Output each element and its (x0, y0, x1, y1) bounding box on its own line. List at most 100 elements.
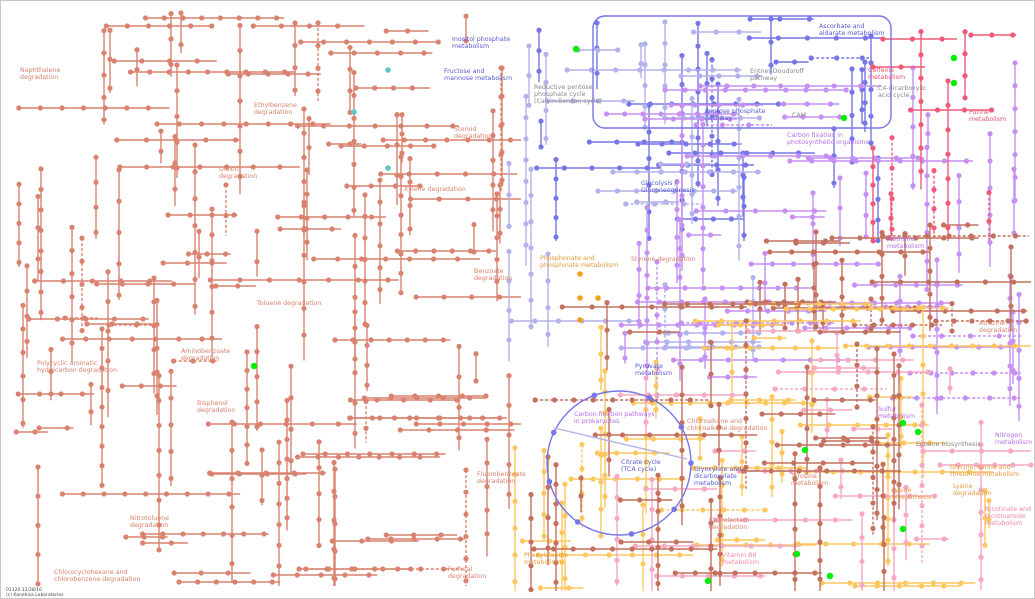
pathway-label-tyrosine[interactable]: Tyrosine metabolism (791, 473, 829, 487)
pathway-label-lysine-bio[interactable]: Lysine biosynthesis (892, 487, 932, 501)
compound-node (174, 62, 180, 68)
compound-node (532, 397, 538, 403)
pathway-label-phosphonate[interactable]: Phosphonate and phosphinate metabolism (540, 255, 619, 269)
pathway-label-phenylalanine[interactable]: Phenylalanine metabolism (524, 552, 569, 566)
compound-node (93, 204, 99, 210)
compound-node (1008, 244, 1014, 250)
pathway-label-atrazine[interactable]: Atrazine degradation (979, 320, 1018, 334)
pathway-label-styrene[interactable]: Styrene degradation (631, 256, 696, 263)
compound-node (1012, 151, 1018, 158)
pathway-label-fluorobenzoate[interactable]: Fluorobenzoate degradation (477, 471, 526, 485)
compound-node (545, 515, 551, 521)
pathway-label-fructose[interactable]: Fructose and mannose metabolism (444, 68, 513, 82)
compound-node (835, 369, 841, 375)
compound-node (54, 316, 60, 322)
pathway-label-inositol[interactable]: Inositol phosphate metabolism (452, 36, 511, 50)
pathway-label-cam[interactable]: CAM (792, 112, 807, 119)
compound-node (962, 95, 968, 101)
compound-node (812, 570, 818, 576)
compound-node (898, 64, 904, 70)
pathway-label-purine[interactable]: Purine metabolism (969, 109, 1007, 123)
pathway-label-furfural[interactable]: Furfural degradation (448, 566, 487, 580)
pathway-label-calvin[interactable]: Reductive pentose phosphate cycle (Calvi… (534, 84, 603, 105)
compound-node (738, 322, 744, 328)
pathway-label-ectoine[interactable]: Ectoine biosynthesis (916, 441, 981, 448)
compound-node (490, 132, 496, 139)
pathway-label-c4[interactable]: C4-dicarboxylic acid cycle (878, 85, 927, 99)
compound-node (700, 225, 706, 231)
compound-node (646, 102, 652, 108)
compound-node (906, 343, 912, 349)
compound-node (38, 186, 44, 192)
pathway-label-nitrotoluene[interactable]: Nitrotoluene degradation (130, 515, 170, 529)
compound-node (945, 102, 951, 108)
compound-node (811, 397, 817, 403)
pathway-label-methane[interactable]: Methane metabolism (887, 236, 925, 250)
compound-node (160, 260, 166, 266)
pathway-label-vitaminb6[interactable]: Vitamin B6 metabolism (722, 552, 760, 566)
compound-node (166, 69, 172, 75)
compound-node (762, 507, 768, 513)
compound-node (508, 318, 514, 324)
pathway-label-glycolysis[interactable]: Glycolysis / Gluconeogenesis (641, 180, 695, 194)
compound-node (754, 101, 760, 107)
compound-node (35, 193, 41, 200)
pathway-label-pah[interactable]: Polycyclic aromatic hydrocarbon degradat… (37, 360, 118, 374)
compound-node (283, 421, 289, 427)
pathway-label-chloroalkane[interactable]: Chloroalkane and chloroalkene degradatio… (687, 418, 768, 432)
pathway-label-pyruvate[interactable]: Pyruvate metabolism (635, 363, 673, 377)
pathway-label-ethylbenzene[interactable]: Ethylbenzene degradation (254, 102, 297, 116)
compound-node (386, 337, 392, 343)
pathway-label-caffeine[interactable]: Caffeine metabolism (868, 67, 906, 81)
pathway-label-entner[interactable]: Entner-Doudoroff pathway (750, 68, 804, 82)
pathway-label-aminobenzoate[interactable]: Aminobenzoate degradation (181, 348, 231, 362)
compound-node (528, 192, 534, 199)
compound-node (151, 299, 157, 305)
pathway-label-toluene[interactable]: Toluene degradation (257, 300, 322, 307)
pathway-label-chlorocyclohexane[interactable]: Chlorocyclohexane and chlorobenzene degr… (54, 569, 141, 583)
compound-node (837, 205, 843, 211)
compound-node (817, 411, 823, 417)
pathway-label-dioxin[interactable]: Dioxin degradation (219, 166, 258, 180)
compound-node (883, 422, 889, 428)
compound-node (817, 502, 823, 508)
pathway-label-pentose[interactable]: Pentose phosphate pathway (705, 108, 766, 122)
compound-node (643, 375, 649, 381)
compound-node (969, 318, 975, 324)
pathway-label-glyoxylate[interactable]: Glyoxylate and dicarboxylate metabolism (694, 466, 742, 487)
compound-node (655, 490, 661, 496)
pathway-label-benzoate[interactable]: Benzoate degradation (474, 268, 513, 282)
pathway-label-nitrogen[interactable]: Nitrogen metabolism (995, 432, 1033, 446)
compound-node (622, 111, 628, 117)
compound-node (198, 570, 204, 576)
pathway-label-sulfur[interactable]: Sulfur metabolism (878, 406, 916, 420)
pathway-label-xylene[interactable]: Xylene degradation (404, 186, 466, 193)
pathway-label-steroid[interactable]: Steroid degradation (454, 126, 493, 140)
compound-node (397, 427, 403, 433)
pathway-label-lysine-deg[interactable]: Lysine degradation (953, 483, 992, 497)
pathway-label-carbonfix-prok[interactable]: Carbon fixation pathways in prokaryotes (574, 411, 655, 425)
compound-node (992, 462, 998, 468)
compound-node (931, 225, 937, 231)
pathway-label-caprolactam[interactable]: Caprolactam degradation (709, 517, 750, 531)
pathway-label-bisphenol[interactable]: Bisphenol degradation (197, 400, 236, 414)
compound-node (118, 278, 124, 284)
pathway-label-tca[interactable]: Citrate cycle (TCA cycle) (621, 459, 661, 473)
compound-node (836, 365, 842, 371)
compound-node (331, 546, 337, 552)
compound-node (204, 251, 210, 257)
pathway-label-glycine[interactable]: Glycine, serine and threonine metabolism (950, 464, 1020, 478)
compound-node (888, 191, 894, 197)
pathway-label-ascorbate[interactable]: Ascorbate and aldarate metabolism (819, 23, 885, 37)
compound-node (1012, 233, 1019, 239)
pathway-label-naphthalene[interactable]: Naphthalene degradation (20, 67, 61, 81)
compound-node (401, 137, 407, 143)
compound-node (778, 411, 784, 417)
compound-node (467, 395, 473, 401)
pathway-label-carbonfix-photo[interactable]: Carbon fixation in photosynthetic organi… (787, 132, 869, 146)
compound-node (359, 538, 365, 544)
compound-node (854, 249, 860, 255)
pathway-label-nicotinate[interactable]: Nicotinate and nicotinamide metabolism (985, 506, 1032, 527)
compound-node (523, 221, 529, 227)
compound-node (938, 300, 944, 306)
